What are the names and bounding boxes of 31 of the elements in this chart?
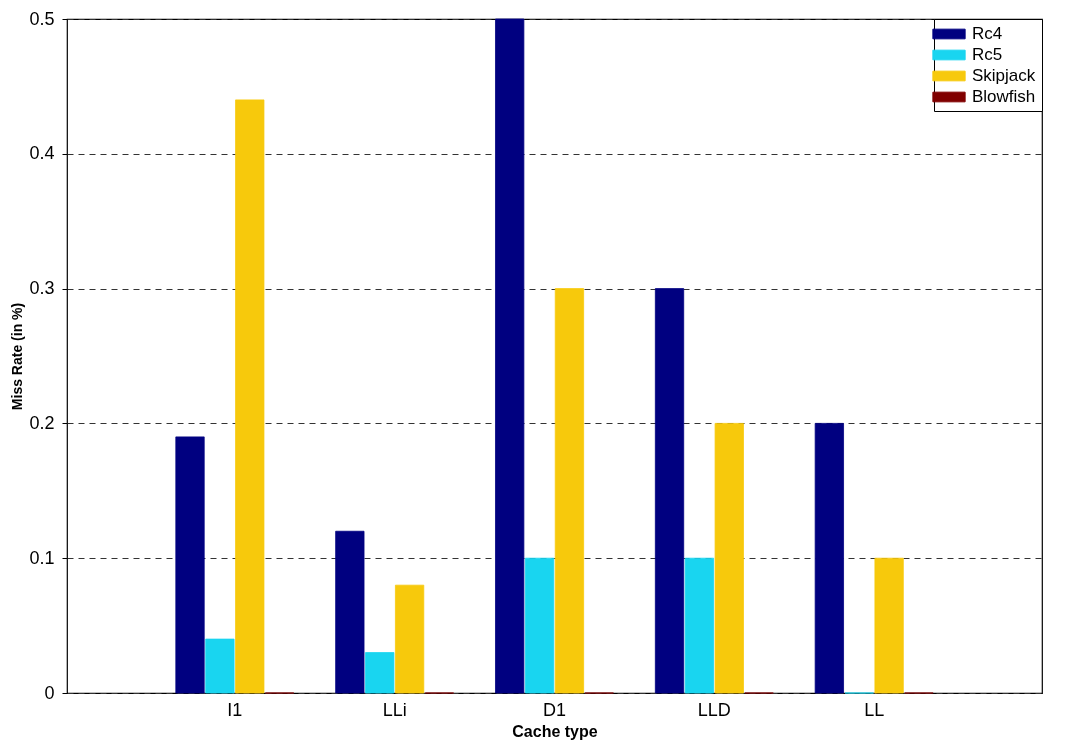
x-tick-label: D1	[542, 699, 567, 720]
bar	[684, 557, 714, 694]
legend-label: Skipjack	[972, 66, 1036, 85]
bar	[235, 99, 265, 694]
y-tick-label: 0.5	[29, 8, 55, 29]
y-tick-label: 0.1	[29, 547, 55, 568]
y-tick-label: 0.2	[29, 412, 55, 433]
bar	[554, 288, 585, 694]
bar	[365, 652, 395, 694]
legend-label: Blowfish	[972, 87, 1036, 106]
bar	[654, 288, 685, 694]
x-axis-title: Cache type	[512, 722, 598, 740]
x-tick-label: LL	[864, 699, 885, 720]
bar	[395, 584, 425, 694]
x-tick-label: I1	[227, 699, 243, 720]
y-tick-label: 0	[44, 682, 55, 703]
bar	[175, 436, 205, 694]
bar	[814, 423, 844, 694]
bar	[874, 557, 904, 694]
y-axis-title: Miss Rate (in %)	[9, 302, 26, 411]
x-tick-label: LLD	[697, 699, 731, 720]
bar	[495, 18, 525, 694]
bar	[714, 423, 744, 694]
x-tick-label: LLi	[382, 699, 407, 720]
y-tick-label: 0.4	[29, 143, 55, 164]
bar	[335, 530, 365, 694]
bar	[205, 638, 235, 694]
legend-label: Rc4	[972, 24, 1003, 43]
y-tick-label: 0.3	[29, 278, 55, 299]
legend-label: Rc5	[972, 45, 1003, 64]
bar	[524, 557, 555, 694]
